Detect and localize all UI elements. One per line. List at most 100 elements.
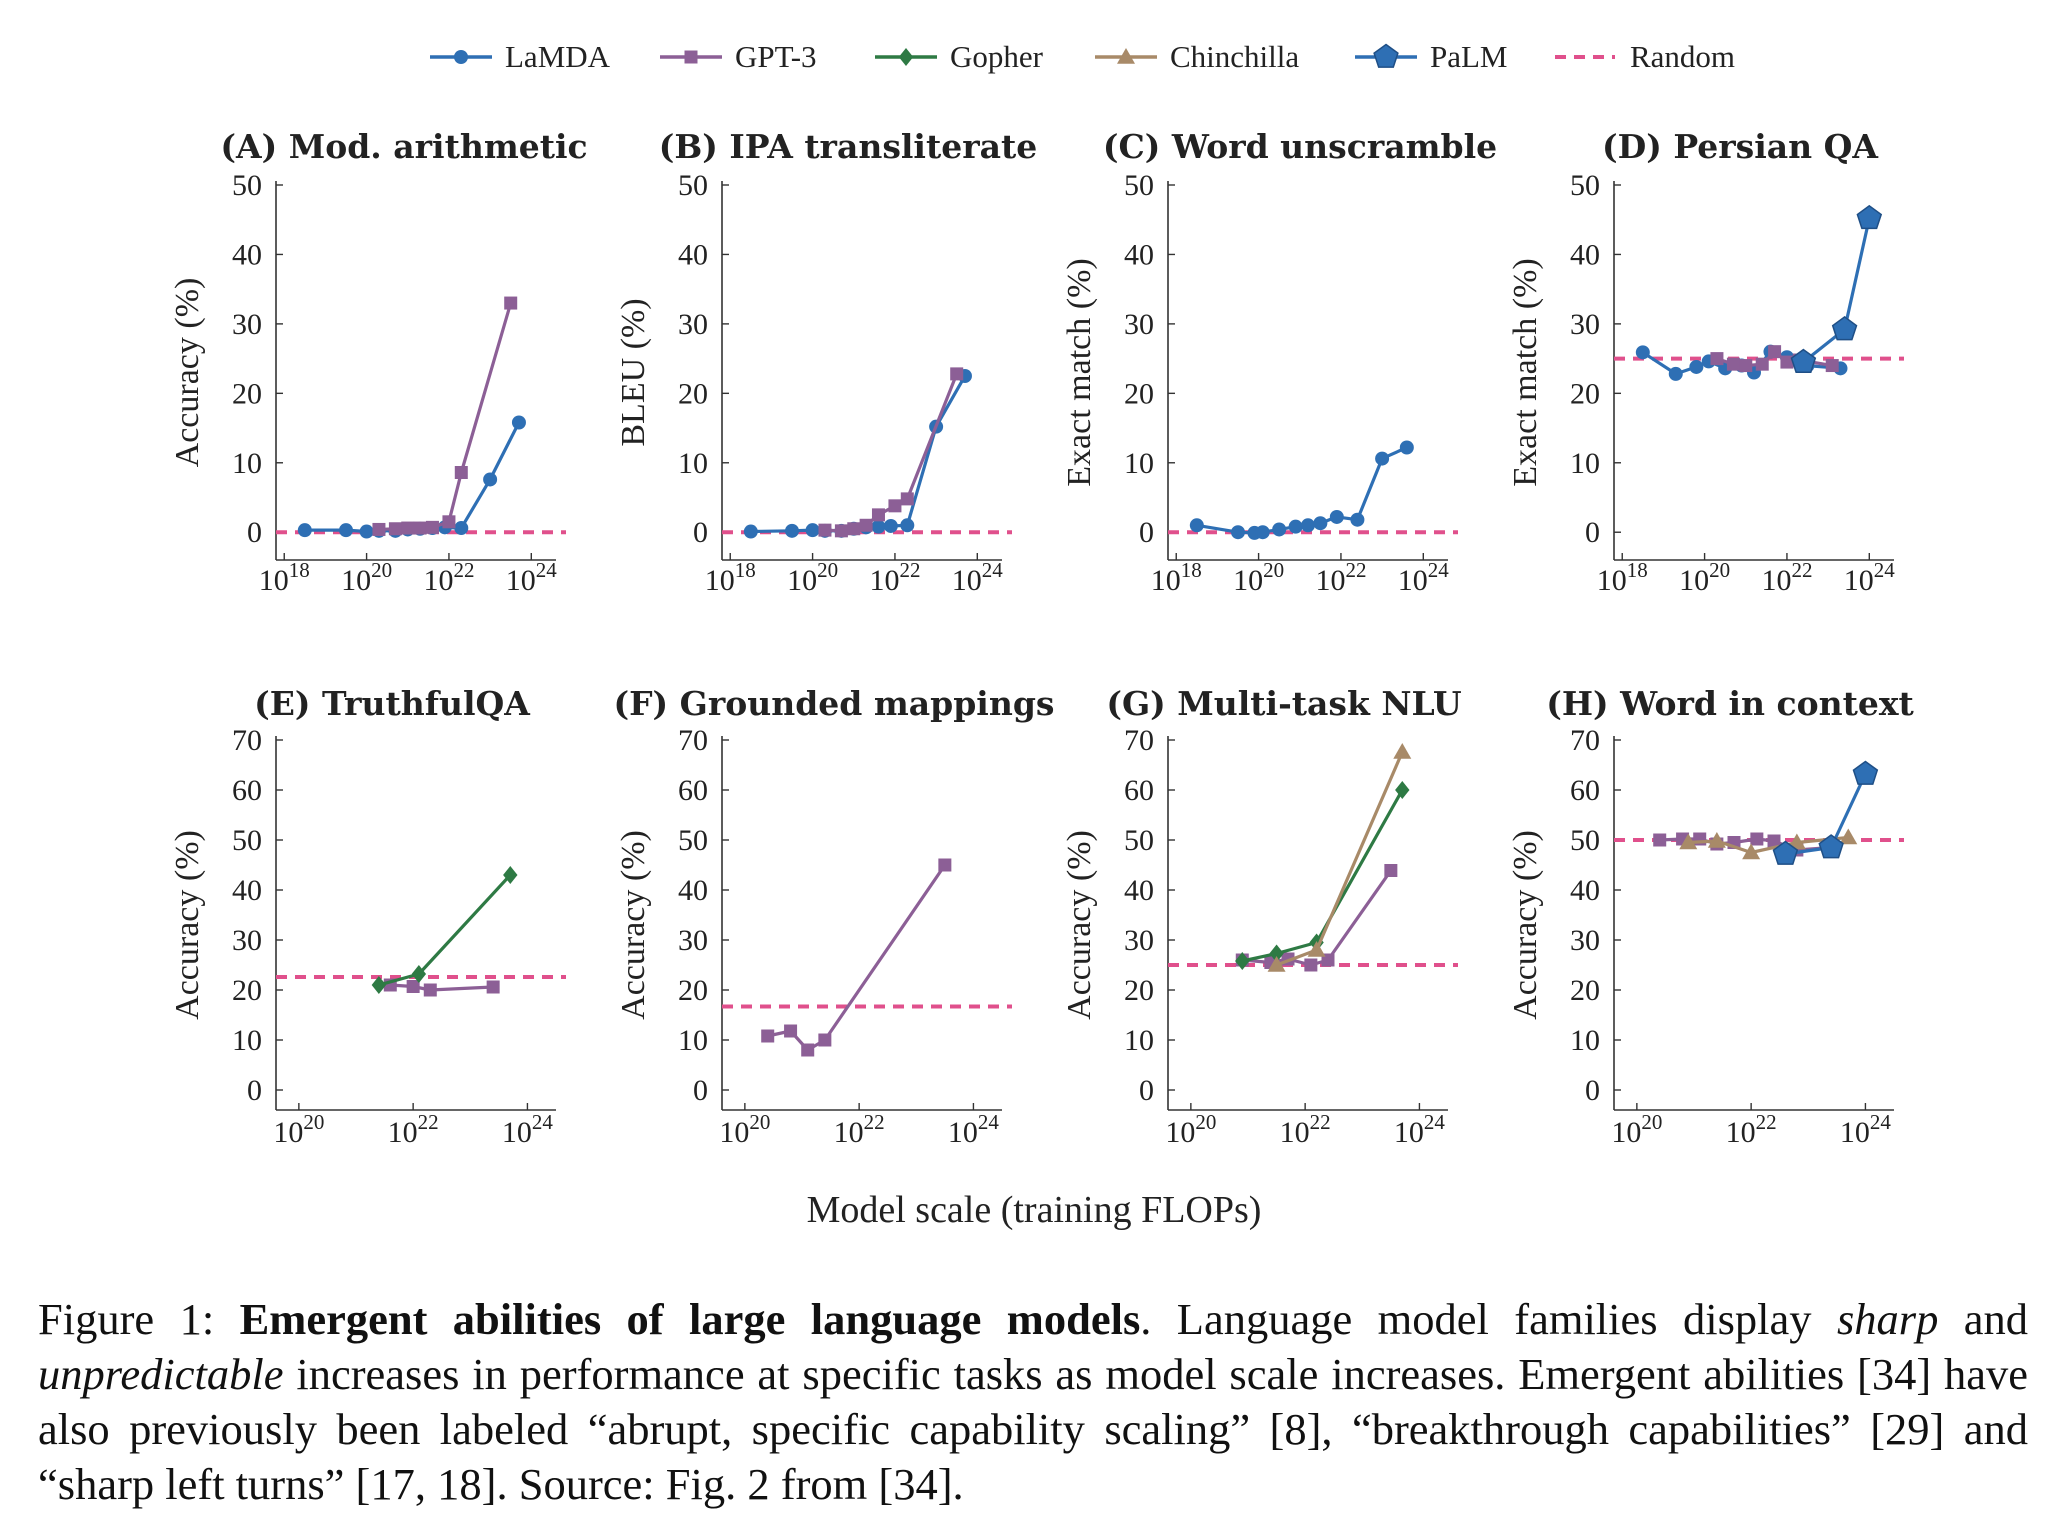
panel-title: (F) Grounded mappings (614, 684, 1055, 723)
data-point (486, 980, 500, 994)
x-tick-label: 1018 (705, 558, 756, 597)
y-tick-label: 30 (1570, 924, 1600, 957)
y-tick-label: 20 (232, 974, 262, 1007)
panel-title: (G) Multi-task NLU (1106, 684, 1462, 723)
data-point (818, 1033, 832, 1047)
y-tick-label: 60 (232, 774, 262, 807)
data-point (503, 866, 518, 884)
data-point (1772, 840, 1799, 865)
legend-label: LaMDA (505, 39, 611, 74)
y-axis-label: Accuracy (%) (1061, 830, 1098, 1020)
data-point (1255, 525, 1270, 540)
y-tick-label: 30 (1124, 308, 1154, 341)
y-tick-label: 40 (232, 238, 262, 271)
legend-entry-random: Random (1555, 39, 1735, 74)
legend-label: PaLM (1430, 39, 1508, 74)
caption-bold-title: Emergent abilities of large language mod… (239, 1294, 1141, 1344)
x-tick-label: 1024 (1398, 558, 1450, 597)
y-axis-label: Accuracy (%) (615, 830, 652, 1020)
y-tick-label: 0 (1139, 516, 1154, 549)
y-tick-label: 50 (678, 824, 708, 857)
x-tick-label: 1022 (1726, 1110, 1777, 1149)
y-tick-label: 30 (678, 308, 708, 341)
data-point (784, 1024, 798, 1038)
y-axis-label: Accuracy (%) (169, 278, 206, 468)
y-tick-label: 0 (247, 1074, 262, 1107)
y-tick-label: 0 (693, 516, 708, 549)
legend-marker (1117, 48, 1135, 64)
y-tick-label: 10 (1124, 1024, 1154, 1057)
series-gpt-3 (1653, 832, 1838, 857)
x-tick-label: 1024 (502, 1110, 554, 1149)
x-tick-label: 1018 (1597, 558, 1648, 597)
series-gopher (1235, 781, 1410, 970)
data-point (888, 499, 902, 513)
data-point (1856, 204, 1883, 230)
y-tick-label: 50 (1570, 169, 1600, 202)
series-chinchilla (1267, 743, 1412, 972)
data-point (411, 965, 427, 983)
series-chinchilla (1679, 828, 1858, 860)
data-point (1235, 952, 1250, 970)
y-tick-label: 0 (1585, 1074, 1600, 1107)
series-line (378, 302, 513, 531)
y-tick-label: 50 (678, 169, 708, 202)
data-point (1395, 781, 1410, 799)
data-point (483, 472, 498, 487)
data-point (511, 415, 526, 430)
data-point (1739, 359, 1753, 373)
data-point (1825, 359, 1839, 373)
legend-entry-gopher: Gopher (875, 39, 1044, 74)
y-tick-label: 70 (1124, 724, 1154, 757)
series-gpt-3 (383, 978, 500, 997)
data-point (339, 523, 353, 538)
legend-entry-lamda: LaMDA (430, 39, 611, 74)
data-point (1710, 352, 1724, 366)
data-point (1750, 832, 1764, 846)
data-point (1393, 743, 1412, 759)
y-tick-label: 70 (678, 724, 708, 757)
y-tick-label: 30 (1570, 308, 1600, 341)
series-lamda (297, 415, 526, 539)
series-line (750, 375, 967, 534)
y-tick-label: 60 (1570, 774, 1600, 807)
y-tick-label: 0 (693, 1074, 708, 1107)
x-tick-label: 1022 (1315, 558, 1366, 597)
y-tick-label: 10 (1124, 447, 1154, 480)
data-point (871, 508, 885, 522)
y-tick-label: 40 (1570, 238, 1600, 271)
data-point (388, 522, 402, 536)
data-point (442, 515, 456, 529)
y-tick-label: 20 (1124, 974, 1154, 1007)
data-point (834, 524, 848, 538)
x-tick-label: 1024 (948, 1110, 1000, 1149)
series-palm (1772, 760, 1879, 865)
data-point (1689, 359, 1704, 374)
data-point (847, 522, 861, 536)
x-tick-label: 1020 (341, 558, 392, 597)
x-tick-label: 1024 (1840, 1110, 1892, 1149)
data-point (1269, 944, 1284, 963)
caption-text-1: . Language model families display (1140, 1294, 1837, 1344)
y-tick-label: 10 (232, 1024, 262, 1057)
caption-text-3: increases in performance at specific tas… (38, 1349, 2028, 1509)
series-lamda (1189, 440, 1414, 540)
y-tick-label: 40 (1124, 874, 1154, 907)
series-line (1241, 789, 1404, 963)
data-point (1755, 357, 1769, 371)
shared-x-axis-label: Model scale (training FLOPs) (806, 1189, 1262, 1231)
data-point (1307, 941, 1326, 957)
data-point (425, 520, 439, 534)
series-gpt-3 (372, 296, 518, 536)
data-point (1707, 832, 1726, 848)
data-point (297, 523, 312, 538)
y-tick-label: 40 (678, 238, 708, 271)
panel-title: (B) IPA transliterate (659, 127, 1037, 166)
series-line (1802, 217, 1871, 364)
y-tick-label: 20 (678, 974, 708, 1007)
x-tick-label: 1024 (506, 558, 558, 597)
